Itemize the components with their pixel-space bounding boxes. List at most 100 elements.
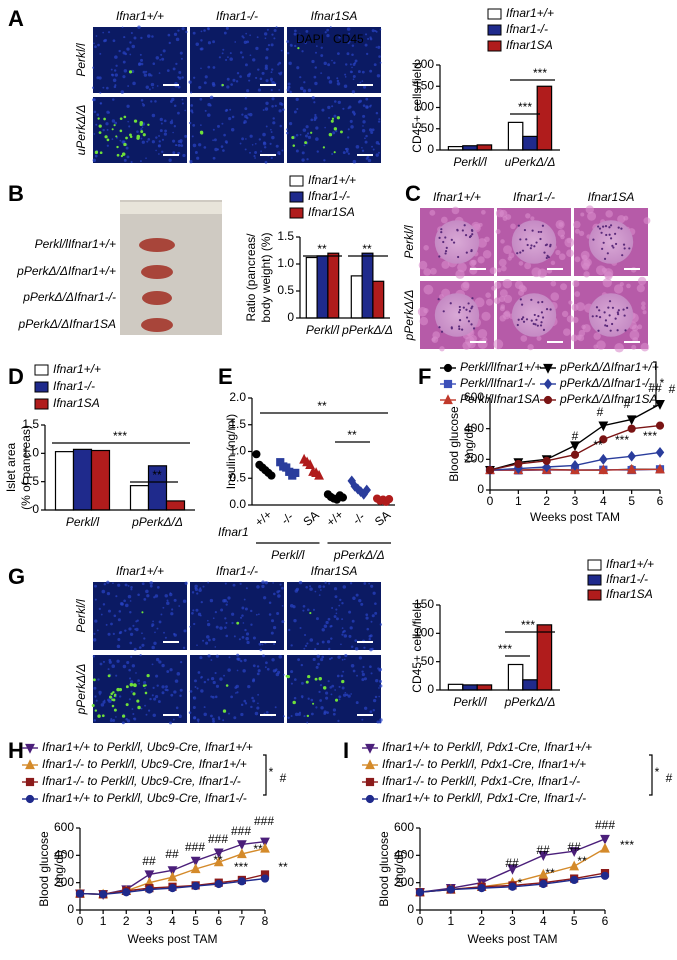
y-tick-label: 0.5 xyxy=(22,474,39,488)
column-label: Ifnar1-/- xyxy=(513,190,555,204)
texture xyxy=(368,634,372,638)
texture xyxy=(224,626,227,630)
texture xyxy=(609,329,612,332)
texture xyxy=(141,632,143,635)
texture xyxy=(574,228,580,234)
texture xyxy=(184,134,188,138)
texture xyxy=(145,70,148,73)
texture xyxy=(327,105,331,110)
texture xyxy=(163,119,167,123)
legend-swatch xyxy=(289,191,304,203)
marker xyxy=(655,463,665,474)
texture xyxy=(154,100,157,103)
texture xyxy=(332,708,337,712)
texture xyxy=(239,51,243,54)
bar xyxy=(536,85,553,151)
texture xyxy=(285,128,289,131)
texture xyxy=(623,247,626,250)
texture xyxy=(126,104,130,108)
y-tick-label: 150 xyxy=(414,78,434,92)
texture xyxy=(155,657,160,662)
texture xyxy=(207,619,209,622)
texture xyxy=(222,149,225,152)
panel-letter: D xyxy=(8,364,24,389)
texture xyxy=(355,593,359,597)
texture xyxy=(214,138,217,142)
texture xyxy=(598,309,601,312)
texture xyxy=(101,589,106,594)
texture xyxy=(240,616,243,619)
texture xyxy=(362,120,366,124)
texture xyxy=(371,614,375,618)
texture xyxy=(306,714,310,718)
texture xyxy=(250,705,253,709)
texture xyxy=(113,693,117,696)
legend-label: Ifnar1SA xyxy=(53,396,100,410)
texture xyxy=(207,678,210,681)
texture xyxy=(145,589,149,594)
texture xyxy=(156,627,159,630)
texture xyxy=(498,258,507,267)
x-tick-label: 0 xyxy=(77,914,84,928)
texture xyxy=(305,125,309,129)
texture xyxy=(522,320,526,323)
x-tick-label: 6 xyxy=(215,914,222,928)
texture xyxy=(188,121,192,125)
annotation: ## xyxy=(567,840,581,854)
marker xyxy=(542,456,551,465)
texture xyxy=(135,672,137,674)
texture xyxy=(357,70,361,74)
texture xyxy=(121,714,126,718)
texture xyxy=(286,40,290,43)
texture xyxy=(265,79,269,83)
texture xyxy=(244,148,247,151)
texture xyxy=(523,228,527,232)
texture xyxy=(299,626,302,630)
texture xyxy=(103,117,106,121)
y-axis-label: CD45+ cells/field xyxy=(410,62,424,152)
legend-swatch xyxy=(487,40,502,52)
legend-marker xyxy=(543,378,553,390)
texture xyxy=(342,107,345,110)
x-tick-label: 5 xyxy=(571,914,578,928)
texture xyxy=(305,134,308,138)
texture xyxy=(289,43,293,47)
texture xyxy=(437,298,440,301)
legend-swatch xyxy=(487,8,502,20)
bar xyxy=(350,275,363,319)
texture xyxy=(113,69,117,72)
texture xyxy=(349,582,353,585)
texture xyxy=(266,667,270,671)
pancreas xyxy=(142,291,172,305)
texture xyxy=(266,28,269,31)
texture xyxy=(361,129,366,133)
x-tick-label: 1 xyxy=(447,914,454,928)
y-tick-label: 0 xyxy=(32,502,39,516)
texture xyxy=(278,655,283,659)
bar xyxy=(129,485,150,511)
texture xyxy=(273,28,277,32)
texture xyxy=(361,70,365,74)
texture xyxy=(219,626,223,630)
texture xyxy=(126,719,131,723)
y-tick-label: 0 xyxy=(427,682,434,696)
y-tick-label: 600 xyxy=(54,820,74,834)
texture xyxy=(449,302,452,305)
texture xyxy=(122,60,126,64)
texture xyxy=(365,613,369,617)
texture xyxy=(603,268,614,278)
texture xyxy=(330,657,333,660)
texture xyxy=(320,46,323,49)
texture xyxy=(573,220,581,229)
texture xyxy=(288,122,293,126)
texture xyxy=(375,679,379,683)
marker xyxy=(538,868,549,879)
texture xyxy=(525,238,528,241)
texture xyxy=(212,40,216,44)
texture xyxy=(181,27,185,31)
texture xyxy=(290,644,293,647)
texture xyxy=(117,618,121,622)
texture xyxy=(358,656,363,660)
texture xyxy=(275,26,278,29)
texture xyxy=(270,631,274,635)
